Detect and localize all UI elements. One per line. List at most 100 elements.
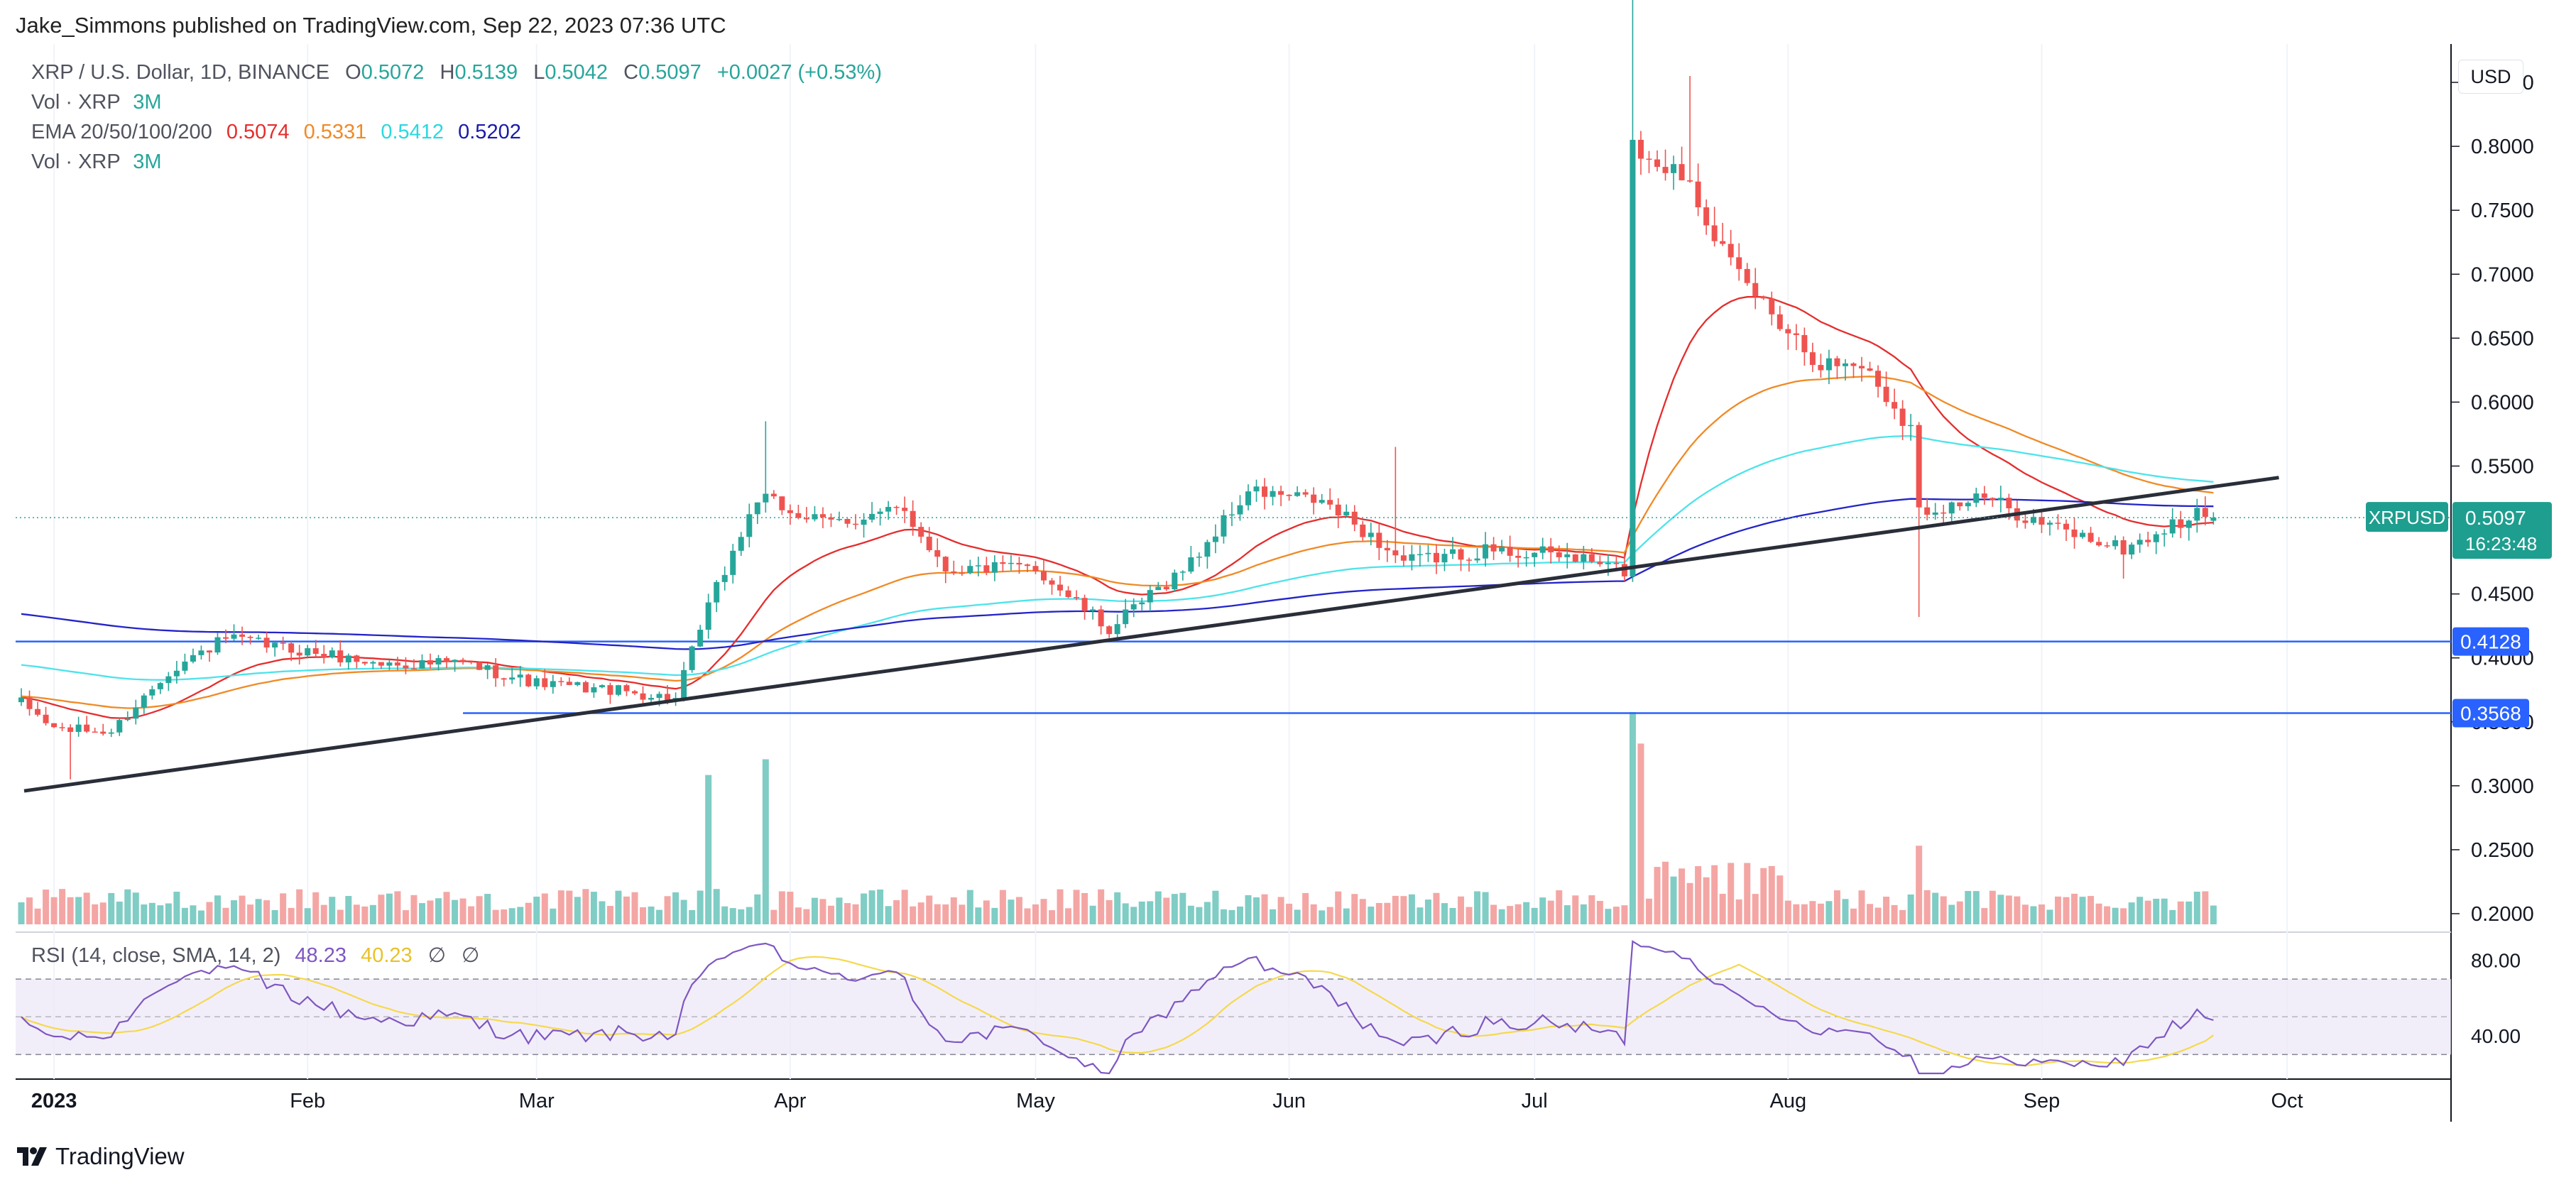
legend-symbol-row: XRP / U.S. Dollar, 1D, BINANCE O0.5072 H… (31, 61, 882, 84)
candle-body (754, 502, 760, 515)
volume-bar (1777, 875, 1784, 924)
currency-button[interactable]: USD (2458, 60, 2523, 94)
candle-body (1564, 554, 1571, 557)
legend-low-label: L (533, 61, 545, 84)
candle-body (1613, 562, 1620, 564)
price-tag: 0.5097 (2465, 507, 2526, 529)
volume-bar (2079, 897, 2086, 924)
volume-bar (2030, 906, 2037, 924)
candle-body (2022, 520, 2029, 523)
candle-body (1597, 562, 1603, 564)
legend-open: 0.5072 (361, 61, 425, 84)
candle-body (1744, 268, 1750, 283)
candle-body (1409, 554, 1415, 561)
volume-bar (1686, 882, 1693, 924)
volume-bar (1449, 907, 1456, 924)
candle-body (468, 661, 474, 663)
volume-bar (1065, 908, 1072, 924)
volume-bar (1024, 908, 1031, 924)
volume-bar (1637, 743, 1644, 924)
price-tick-5: 0.6000 (2471, 391, 2534, 414)
candle-body (1572, 554, 1578, 562)
volume-bar (222, 907, 229, 924)
volume-bar (2153, 898, 2160, 924)
candle-body (1262, 486, 1268, 497)
candle-body (75, 724, 82, 732)
candle-body (615, 685, 621, 695)
volume-bar (827, 905, 834, 924)
candle-body (1368, 532, 1374, 537)
candle-body (1155, 586, 1162, 591)
candle-body (869, 513, 875, 520)
candle-body (59, 727, 65, 728)
candle-body (1212, 536, 1218, 542)
volume-bar (1343, 908, 1350, 924)
candle-body (1883, 386, 1889, 403)
volume-bar (1417, 907, 1424, 924)
candle-body (1867, 368, 1873, 371)
volume-bar (1507, 906, 1514, 924)
volume-bar (966, 890, 973, 924)
volume-bar (165, 903, 172, 924)
volume-bar (1817, 903, 1824, 924)
volume-bar (1204, 902, 1211, 924)
volume-bar (950, 897, 957, 924)
candle-body (2039, 517, 2045, 525)
candle-body (100, 731, 107, 734)
candle-body (206, 650, 212, 653)
candle-body (1736, 257, 1742, 269)
candle-body (1924, 507, 1931, 515)
price-tick-7: 0.4500 (2471, 584, 2534, 606)
volume-bar (893, 900, 900, 924)
volume-bar (1621, 905, 1628, 924)
volume-bar (108, 892, 115, 924)
legend-vol2-label: Vol · XRP (31, 151, 121, 173)
volume-bar (1359, 899, 1366, 924)
volume-bar (141, 904, 148, 924)
volume-bar (239, 895, 246, 924)
rsi-legend: RSI (14, close, SMA, 14, 2) 48.23 40.23 … (31, 943, 479, 968)
volume-bar (1384, 902, 1391, 924)
volume-bar (2087, 896, 2095, 924)
volume-bar (877, 889, 884, 924)
volume-bar (1719, 894, 1726, 924)
volume-bar (2005, 895, 2012, 924)
candle-body (1123, 609, 1129, 625)
volume-bar (1236, 906, 1243, 924)
volume-bar (1294, 909, 1301, 924)
volume-bar (1547, 900, 1554, 924)
legend-ema-row: EMA 20/50/100/200 0.5074 0.5331 0.5412 0… (31, 121, 521, 144)
volume-bar (1408, 894, 1415, 924)
volume-bar (345, 896, 352, 924)
volume-bar (452, 899, 459, 924)
volume-bar (1187, 905, 1194, 924)
volume-bar (280, 893, 287, 924)
candle-body (2120, 540, 2127, 555)
volume-bar (615, 890, 622, 924)
volume-bar (1612, 907, 1620, 924)
candle-body (427, 660, 433, 664)
volume-bar (844, 903, 851, 924)
volume-bar (836, 897, 843, 924)
volume-bar (1392, 895, 1399, 924)
legend-change: +0.0027 (+0.53%) (716, 61, 882, 84)
volume-bar (1588, 895, 1595, 924)
candle-body (1483, 544, 1489, 559)
volume-bar (1400, 896, 1407, 924)
candle-body (1270, 491, 1276, 497)
legend-ema20: 0.5074 (226, 121, 290, 143)
candle-body (1204, 542, 1211, 557)
volume-bar (2071, 893, 2078, 924)
price-tick-10: 0.3000 (2471, 775, 2534, 798)
candle-body (697, 630, 704, 647)
candle-body (2153, 534, 2159, 542)
volume-bar (271, 909, 278, 924)
tradingview-logo[interactable]: TradingView (16, 1143, 185, 1170)
candle-body (2006, 498, 2012, 508)
candle-body (1809, 352, 1816, 366)
volume-bar (1948, 904, 1955, 924)
candle-body (1278, 491, 1284, 495)
candle-body (967, 566, 973, 574)
candle-body (247, 636, 253, 638)
